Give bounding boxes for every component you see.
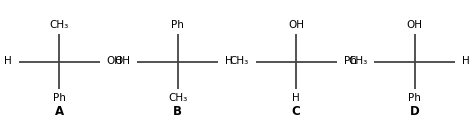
Text: Ph: Ph xyxy=(344,56,356,67)
Text: A: A xyxy=(55,105,64,118)
Text: OH: OH xyxy=(407,20,423,30)
Text: OH: OH xyxy=(107,56,123,67)
Text: B: B xyxy=(173,105,182,118)
Text: Ph: Ph xyxy=(171,20,184,30)
Text: CH₃: CH₃ xyxy=(348,56,367,67)
Text: H: H xyxy=(292,93,300,103)
Text: Ph: Ph xyxy=(53,93,66,103)
Text: D: D xyxy=(410,105,419,118)
Text: OH: OH xyxy=(114,56,130,67)
Text: H: H xyxy=(225,56,233,67)
Text: CH₃: CH₃ xyxy=(50,20,69,30)
Text: H: H xyxy=(462,56,470,67)
Text: Ph: Ph xyxy=(408,93,421,103)
Text: CH₃: CH₃ xyxy=(229,56,249,67)
Text: H: H xyxy=(4,56,12,67)
Text: OH: OH xyxy=(288,20,304,30)
Text: CH₃: CH₃ xyxy=(168,93,187,103)
Text: C: C xyxy=(292,105,301,118)
